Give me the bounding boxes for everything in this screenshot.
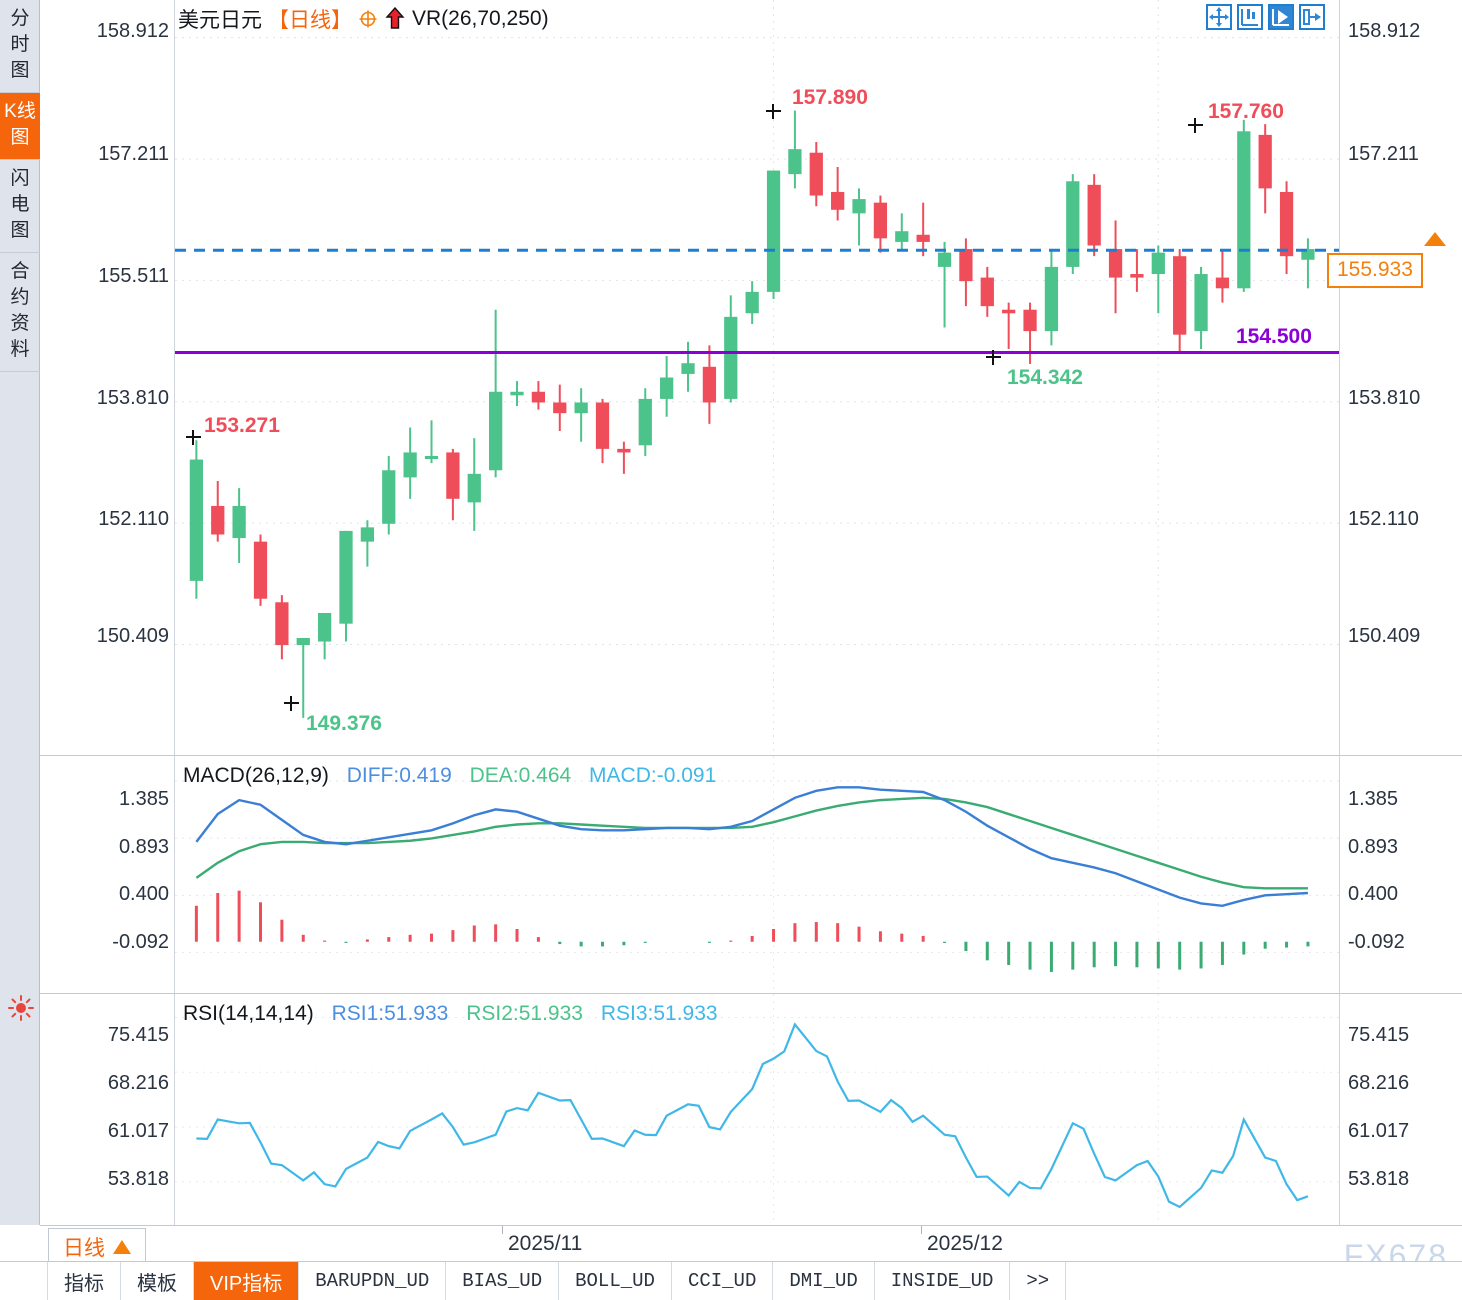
date-axis-label: 2025/12: [927, 1232, 1003, 1255]
up-arrow-icon[interactable]: [384, 7, 406, 31]
macd-axis-label: -0.092: [112, 931, 169, 953]
price-axis-label: 155.511: [98, 265, 169, 287]
macd-axis-label: 0.893: [118, 836, 169, 858]
tab-inside-ud[interactable]: INSIDE_UD: [875, 1262, 1011, 1300]
current-price-box[interactable]: 155.933: [1327, 253, 1423, 288]
date-axis: 2025/11 2025/12: [40, 1225, 1462, 1261]
rsi-axis-label: 61.017: [107, 1120, 169, 1142]
tab-bias-ud[interactable]: BIAS_UD: [446, 1262, 560, 1300]
rsi-axis-label: 53.818: [1348, 1168, 1410, 1190]
tab-vip-indicators[interactable]: VIP指标: [194, 1262, 300, 1300]
support-line-label: 154.500: [1236, 325, 1312, 348]
price-axis-label: 152.110: [1348, 508, 1419, 530]
high-label-157890: 157.890: [792, 86, 868, 109]
tab-more[interactable]: >>: [1010, 1262, 1067, 1300]
date-axis-label: 2025/11: [508, 1232, 583, 1255]
rsi-axis-label: 53.818: [107, 1168, 169, 1190]
rsi2-label: RSI2:51.933: [466, 1002, 583, 1025]
macd-axis-label: 0.400: [118, 883, 169, 905]
macd-dea-label: DEA:0.464: [469, 764, 572, 787]
macd-name-label: MACD(26,12,9): [183, 764, 329, 787]
zoom-region-icon[interactable]: [1268, 4, 1294, 30]
macd-chart: [175, 756, 1340, 993]
crosshair-move-icon[interactable]: [1206, 4, 1232, 30]
macd-header: MACD(26,12,9) DIFF:0.419 DEA:0.464 MACD:…: [183, 764, 716, 788]
macd-pane: 1.385 0.893 0.400 -0.092 1.385 0.893 0.4…: [40, 755, 1462, 993]
jump-to-latest-icon[interactable]: [1299, 4, 1325, 30]
macd-plot-area[interactable]: [175, 756, 1340, 993]
rsi-axis-label: 75.415: [1348, 1024, 1410, 1046]
candlestick-chart: [175, 0, 1340, 755]
tab-templates[interactable]: 模板: [121, 1262, 194, 1300]
macd-axis-label: -0.092: [1348, 931, 1405, 953]
crosshair-target-icon[interactable]: [358, 9, 378, 29]
macd-axis-label: 0.893: [1348, 836, 1399, 858]
rsi-name-label: RSI(14,14,14): [183, 1002, 314, 1025]
low-label-149376: 149.376: [306, 712, 382, 735]
tab-cci-ud[interactable]: CCI_UD: [672, 1262, 774, 1300]
tabbar-spacer: [0, 1262, 48, 1300]
macd-axis-right: 1.385 0.893 0.400 -0.092: [1340, 756, 1462, 993]
price-axis-label: 158.912: [96, 20, 169, 42]
macd-axis-label: 1.385: [1348, 788, 1399, 810]
period-selector-tab[interactable]: 日线: [48, 1228, 146, 1267]
vr-indicator-label: VR(26,70,250): [412, 7, 549, 30]
macd-axis-left: 1.385 0.893 0.400 -0.092: [40, 756, 175, 993]
period-label: 【日线】: [268, 9, 352, 32]
rsi3-label: RSI3:51.933: [600, 1002, 718, 1025]
rsi-axis-label: 68.216: [107, 1072, 169, 1094]
rsi-chart: [175, 994, 1340, 1225]
macd-axis-label: 1.385: [118, 788, 169, 810]
price-axis-left: 158.912 157.211 155.511 153.810 152.110 …: [40, 0, 175, 755]
price-pane: 158.912 157.211 155.511 153.810 152.110 …: [40, 0, 1462, 755]
sidebar-item-contract-info[interactable]: 合约资料: [0, 253, 40, 372]
brightness-icon[interactable]: [8, 995, 34, 1021]
price-axis-label: 157.211: [98, 143, 169, 165]
rsi-axis-right: 75.415 68.216 61.017 53.818: [1340, 994, 1462, 1225]
tab-indicators[interactable]: 指标: [48, 1262, 121, 1300]
price-axis-label: 157.211: [1348, 143, 1419, 165]
rsi-axis-label: 75.415: [107, 1024, 169, 1046]
price-axis-label: 152.110: [98, 508, 169, 530]
measure-icon[interactable]: [1237, 4, 1263, 30]
price-axis-label: 153.810: [1348, 387, 1421, 409]
sidebar-item-timeshare[interactable]: 分时图: [0, 0, 40, 93]
macd-axis-label: 0.400: [1348, 883, 1399, 905]
price-axis-label: 153.810: [96, 387, 169, 409]
chart-header: 美元日元 【日线】 VR(26,70,250): [178, 4, 549, 34]
left-sidebar: 分时图 K线图 闪电图 合约资料: [0, 0, 40, 1225]
high-label-157760: 157.760: [1208, 100, 1284, 123]
macd-diff-label: DIFF:0.419: [346, 764, 452, 787]
sidebar-item-lightning[interactable]: 闪电图: [0, 160, 40, 253]
tab-barupdn-ud[interactable]: BARUPDN_UD: [299, 1262, 447, 1300]
price-plot-area[interactable]: [175, 0, 1340, 755]
rsi-axis-left: 75.415 68.216 61.017 53.818: [40, 994, 175, 1225]
price-axis-label: 150.409: [96, 625, 169, 647]
period-tab-label: 日线: [63, 1237, 105, 1260]
rsi-pane: 75.415 68.216 61.017 53.818 75.415 68.21…: [40, 993, 1462, 1225]
tab-dmi-ud[interactable]: DMI_UD: [773, 1262, 875, 1300]
chart-toolbar: [1206, 4, 1325, 30]
price-arrow-icon: [1424, 232, 1446, 246]
rsi-axis-label: 68.216: [1348, 1072, 1410, 1094]
price-axis-label: 158.912: [1348, 20, 1421, 42]
price-axis-right: 158.912 157.211 155.511 153.810 152.110 …: [1340, 0, 1462, 755]
triangle-up-icon: [113, 1240, 131, 1254]
tab-boll-ud[interactable]: BOLL_UD: [559, 1262, 672, 1300]
rsi-axis-label: 61.017: [1348, 1120, 1410, 1142]
low-label-154342: 154.342: [1007, 366, 1083, 389]
rsi-plot-area[interactable]: [175, 994, 1340, 1225]
price-axis-label: 150.409: [1348, 625, 1421, 647]
bottom-tab-bar: 指标 模板 VIP指标 BARUPDN_UD BIAS_UD BOLL_UD C…: [0, 1261, 1462, 1300]
high-label-153271: 153.271: [204, 414, 280, 437]
rsi-header: RSI(14,14,14) RSI1:51.933 RSI2:51.933 RS…: [183, 1002, 718, 1026]
macd-value-label: MACD:-0.091: [589, 764, 717, 787]
rsi1-label: RSI1:51.933: [331, 1002, 449, 1025]
symbol-label: 美元日元: [178, 9, 262, 32]
sidebar-item-kline[interactable]: K线图: [0, 93, 40, 160]
